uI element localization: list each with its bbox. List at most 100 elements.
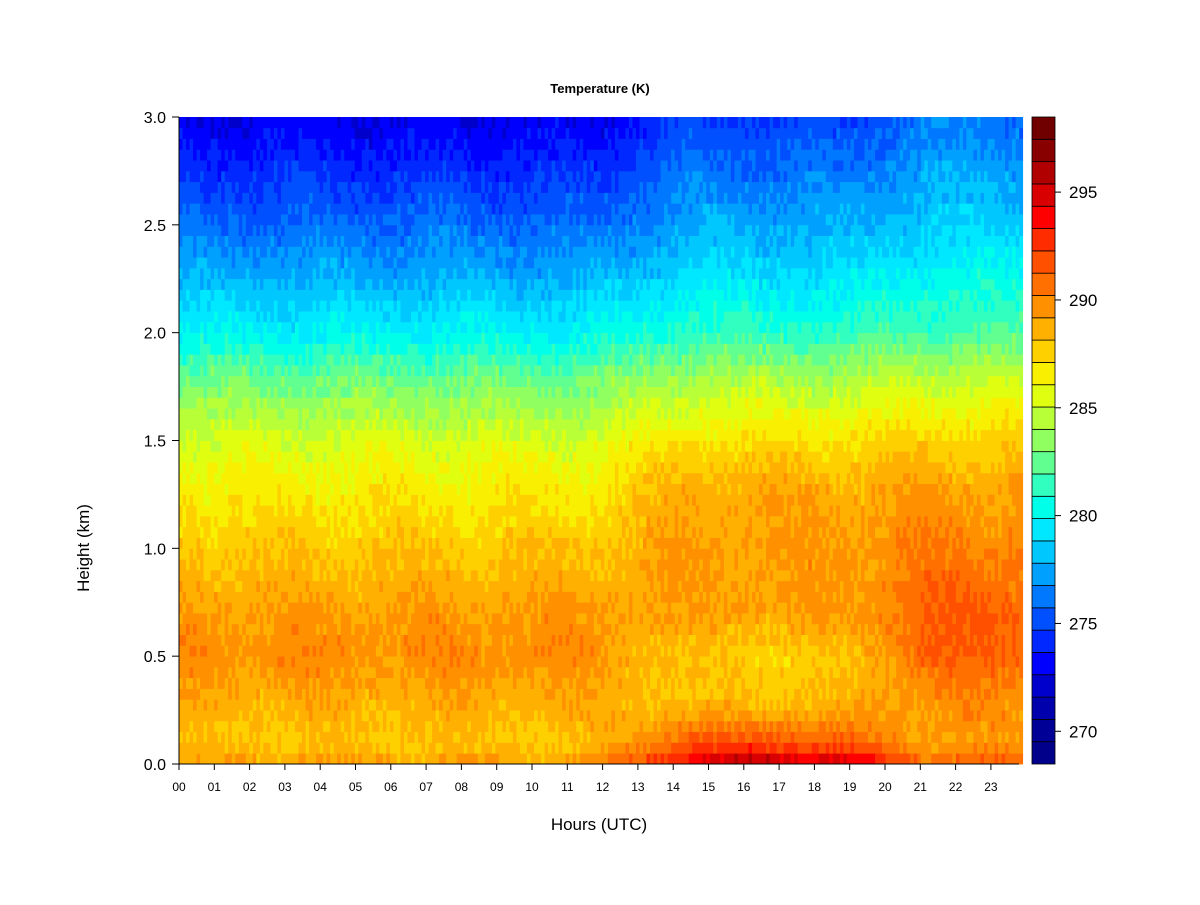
heatmap-cell — [231, 408, 236, 420]
heatmap-cell — [189, 267, 194, 280]
heatmap-cell — [245, 311, 250, 323]
heatmap-cell — [382, 634, 387, 646]
heatmap-cell — [460, 656, 465, 668]
heatmap-cell — [291, 300, 296, 312]
heatmap-cell — [330, 440, 335, 452]
heatmap-cell — [354, 720, 359, 733]
heatmap-cell — [302, 289, 306, 301]
heatmap-cell — [432, 569, 437, 582]
heatmap-cell — [393, 332, 398, 344]
heatmap-cell — [266, 127, 271, 139]
heatmap-cell — [266, 505, 271, 517]
heatmap-cell — [460, 580, 465, 592]
heatmap-cell — [273, 526, 278, 538]
heatmap-cell — [439, 246, 444, 258]
heatmap-cell — [259, 548, 264, 560]
heatmap-cell — [284, 138, 289, 150]
heatmap-cell — [319, 375, 324, 387]
heatmap-cell — [179, 429, 183, 441]
heatmap-cell — [425, 170, 429, 183]
heatmap-cell — [393, 354, 398, 366]
heatmap-cell — [291, 677, 296, 689]
heatmap-cell — [326, 246, 331, 258]
heatmap-cell — [221, 192, 226, 204]
heatmap-cell — [217, 332, 222, 344]
heatmap-cell — [200, 332, 205, 344]
heatmap-cell — [249, 451, 254, 463]
heatmap-cell — [273, 365, 278, 377]
heatmap-cell — [295, 311, 299, 323]
heatmap-cell — [305, 699, 310, 711]
heatmap-cell — [249, 483, 254, 495]
heatmap-cell — [449, 731, 454, 743]
heatmap-cell — [263, 149, 268, 161]
heatmap-cell — [207, 246, 212, 258]
heatmap-cell — [186, 731, 190, 743]
heatmap-cell — [414, 451, 419, 463]
heatmap-cell — [403, 613, 408, 625]
heatmap-cell — [411, 117, 415, 129]
heatmap-cell — [280, 289, 285, 301]
heatmap-cell — [379, 224, 384, 237]
heatmap-cell — [442, 235, 447, 247]
heatmap-cell — [214, 462, 219, 474]
heatmap-cell — [224, 192, 229, 204]
heatmap-cell — [182, 224, 187, 237]
heatmap-cell — [418, 408, 422, 420]
heatmap-cell — [407, 548, 412, 560]
heatmap-cell — [203, 214, 208, 226]
heatmap-cell — [358, 483, 363, 495]
heatmap-cell — [358, 224, 363, 237]
heatmap-cell — [421, 569, 426, 582]
heatmap-cell — [179, 300, 183, 312]
heatmap-cell — [393, 688, 398, 700]
heatmap-cell — [312, 311, 317, 323]
heatmap-cell — [411, 483, 415, 495]
heatmap-cell — [344, 365, 349, 377]
heatmap-cell — [295, 580, 299, 592]
heatmap-cell — [319, 192, 324, 204]
heatmap-cell — [403, 386, 408, 398]
heatmap-cell — [467, 386, 472, 398]
heatmap-cell — [428, 160, 433, 172]
heatmap-cell — [375, 127, 380, 139]
heatmap-cell — [372, 418, 377, 431]
heatmap-cell — [354, 289, 359, 301]
heatmap-cell — [284, 117, 289, 129]
heatmap-cell — [456, 720, 461, 733]
heatmap-cell — [319, 515, 324, 528]
heatmap-cell — [316, 311, 321, 323]
heatmap-cell — [453, 623, 458, 635]
heatmap-cell — [400, 699, 405, 711]
heatmap-cell — [242, 656, 247, 668]
heatmap-cell — [340, 462, 345, 474]
heatmap-cell — [358, 613, 363, 625]
heatmap-cell — [305, 117, 310, 129]
heatmap-cell — [182, 569, 187, 582]
heatmap-cell — [393, 569, 398, 582]
heatmap-cell — [217, 559, 222, 571]
heatmap-cell — [231, 602, 236, 614]
heatmap-cell — [358, 645, 363, 657]
heatmap-cell — [203, 418, 208, 431]
heatmap-cell — [425, 688, 429, 700]
heatmap-cell — [319, 591, 324, 603]
heatmap-cell — [375, 429, 380, 441]
heatmap-cell — [375, 515, 380, 528]
heatmap-cell — [291, 321, 296, 334]
heatmap-cell — [425, 354, 429, 366]
heatmap-cell — [368, 451, 373, 463]
heatmap-cell — [460, 591, 465, 603]
heatmap-cell — [460, 515, 465, 528]
heatmap-cell — [460, 214, 465, 226]
heatmap-cell — [189, 515, 194, 528]
heatmap-cell — [453, 753, 458, 765]
heatmap-cell — [379, 267, 384, 280]
heatmap-cell — [365, 257, 370, 269]
heatmap-cell — [280, 645, 285, 657]
heatmap-cell — [382, 267, 387, 280]
heatmap-cell — [411, 429, 415, 441]
heatmap-cell — [365, 515, 370, 528]
heatmap-cell — [217, 623, 222, 635]
heatmap-cell — [414, 235, 419, 247]
